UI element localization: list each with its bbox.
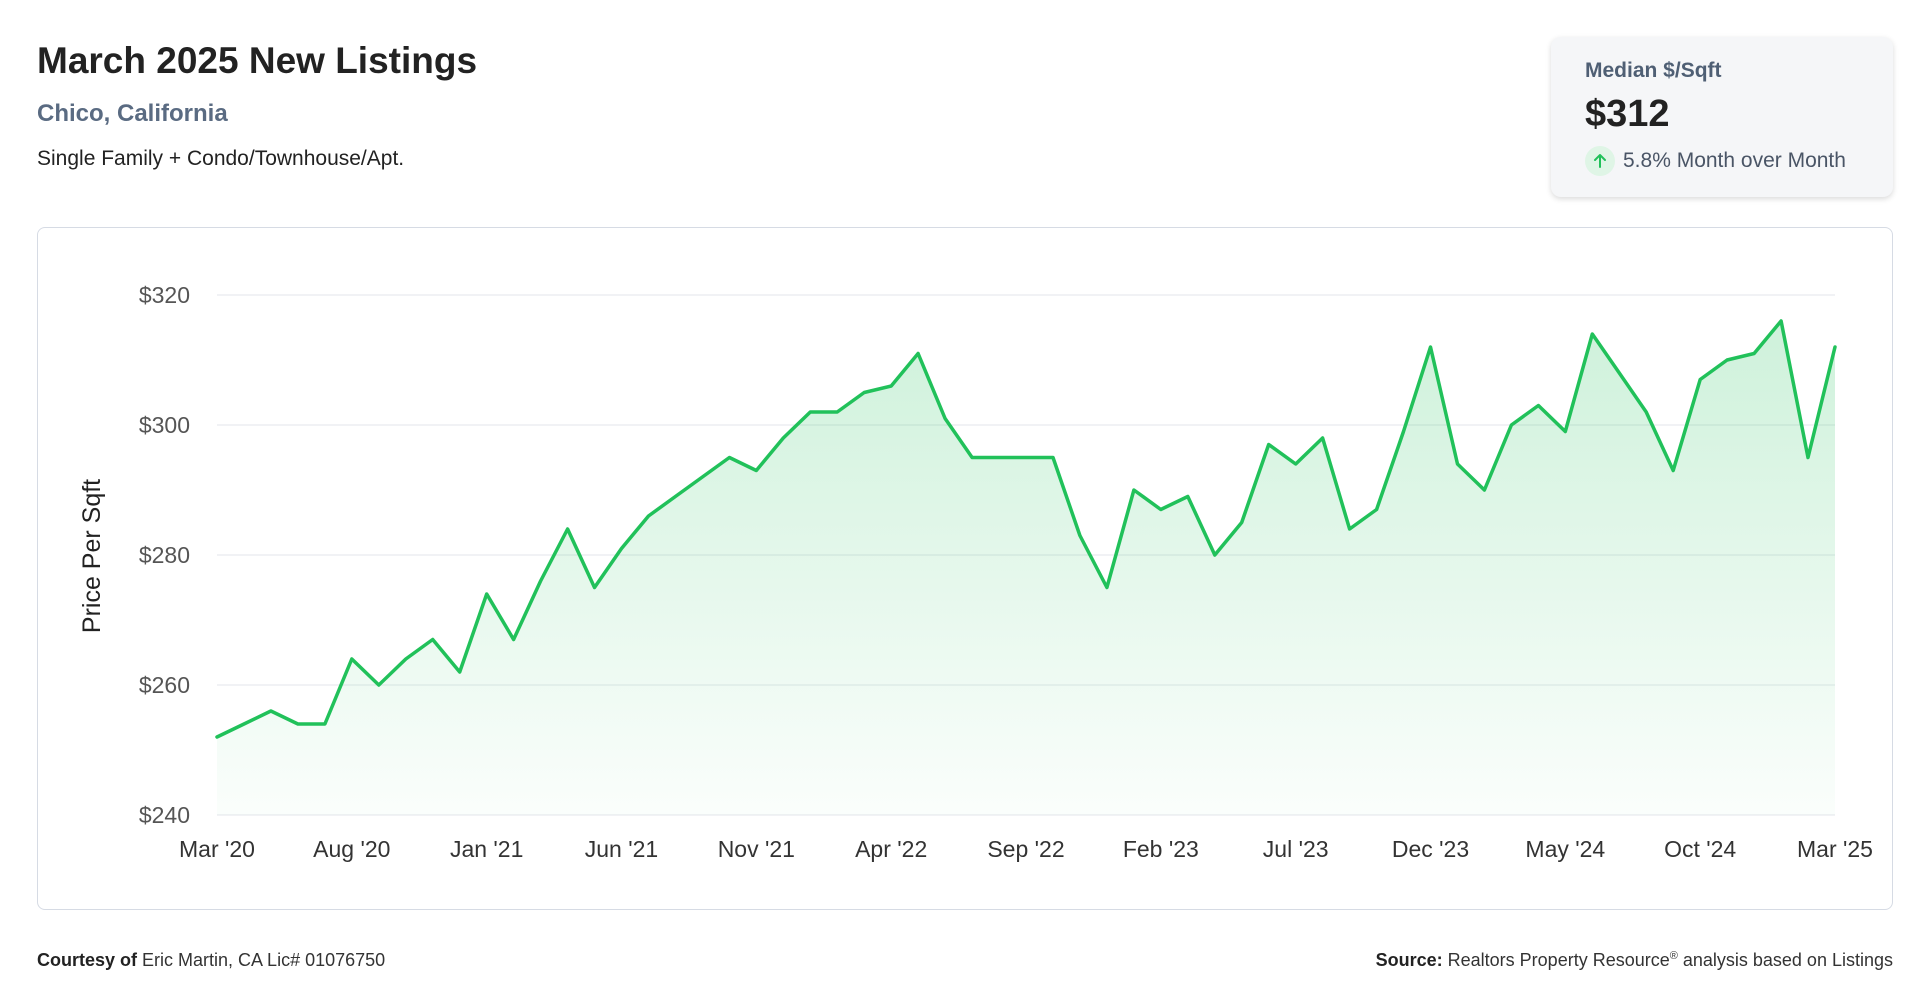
source-label: Source: <box>1375 950 1443 970</box>
page-title: March 2025 New Listings <box>37 40 478 81</box>
x-tick-label: Sep '22 <box>987 836 1064 862</box>
y-tick-label: $260 <box>139 672 190 698</box>
x-tick-label: Mar '20 <box>179 836 255 862</box>
stat-change-text: 5.8% Month over Month <box>1623 149 1846 172</box>
area-fill <box>217 321 1835 815</box>
x-tick-label: Aug '20 <box>313 836 390 862</box>
x-tick-label: Dec '23 <box>1392 836 1469 862</box>
x-tick-label: May '24 <box>1525 836 1605 862</box>
x-tick-label: Oct '24 <box>1664 836 1736 862</box>
stat-change: 5.8% Month over Month <box>1585 146 1859 176</box>
source-footer: Source: Realtors Property Resource® anal… <box>1376 950 1893 971</box>
y-tick-label: $300 <box>139 412 190 438</box>
stat-value: $312 <box>1585 93 1670 135</box>
y-tick-label: $240 <box>139 802 190 828</box>
x-tick-label: Jan '21 <box>450 836 523 862</box>
y-axis-title: Price Per Sqft <box>78 479 106 633</box>
y-tick-label: $320 <box>139 282 190 308</box>
arrow-up-icon <box>1585 146 1615 176</box>
median-price-card: Median $/Sqft $312 5.8% Month over Month <box>1551 37 1893 197</box>
x-tick-label: Feb '23 <box>1123 836 1199 862</box>
registered-mark: ® <box>1669 950 1678 962</box>
x-tick-label: Jul '23 <box>1263 836 1329 862</box>
chart-panel: $240 $260 $280 $300 $320 Mar '20 Aug '20 Jan '… <box>37 227 1893 910</box>
courtesy-footer: Courtesy of Eric Martin, CA Lic# 0107675… <box>37 950 385 971</box>
series-line <box>215 319 1837 739</box>
property-type-label: Single Family + Condo/Townhouse/Apt. <box>37 147 405 170</box>
courtesy-label: Courtesy of <box>37 950 138 970</box>
courtesy-text: Eric Martin, CA Lic# 01076750 <box>142 950 386 970</box>
x-tick-label: Apr '22 <box>855 836 927 862</box>
source-text: Realtors Property Resource <box>1447 950 1670 970</box>
x-tick-label: Nov '21 <box>718 836 795 862</box>
x-tick-label: Jun '21 <box>585 836 658 862</box>
stat-label: Median $/Sqft <box>1585 59 1722 82</box>
source-suffix: analysis based on Listings <box>1682 950 1893 970</box>
y-tick-label: $280 <box>139 542 190 568</box>
location-subtitle: Chico, California <box>37 100 228 127</box>
x-tick-label: Mar '25 <box>1797 836 1873 862</box>
price-chart: $240 $260 $280 $300 $320 Mar '20 Aug '20 Jan '… <box>78 282 1873 862</box>
